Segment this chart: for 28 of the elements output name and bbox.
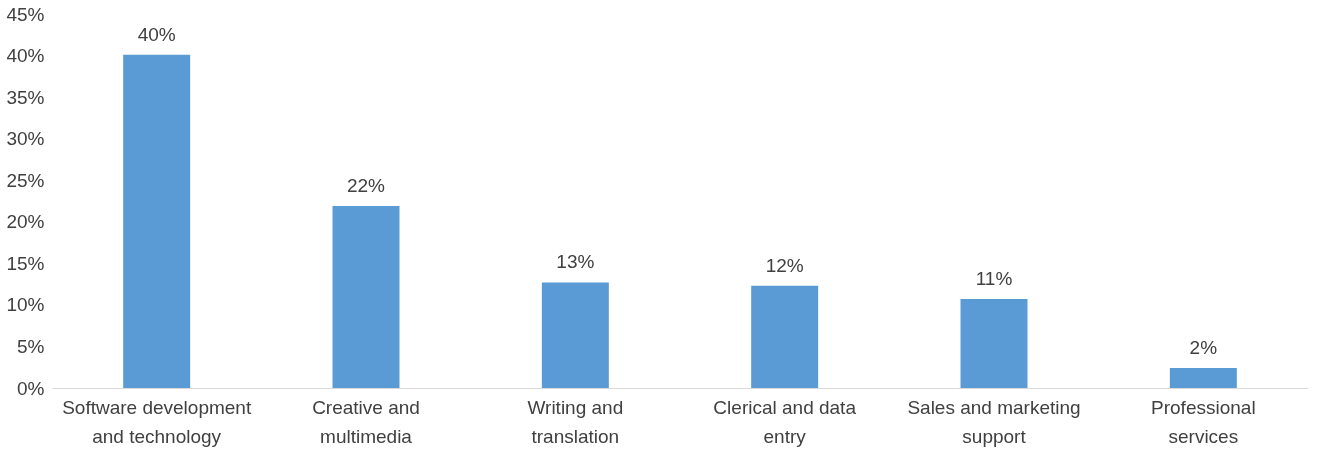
bar bbox=[332, 205, 400, 388]
y-tick-label: 0% bbox=[17, 377, 45, 399]
y-tick-label: 35% bbox=[6, 86, 45, 108]
data-label: 2% bbox=[1189, 337, 1218, 359]
y-tick-label: 45% bbox=[6, 3, 45, 25]
data-label: 40% bbox=[137, 23, 176, 45]
bar bbox=[123, 54, 191, 388]
y-tick-label: 5% bbox=[17, 335, 45, 357]
y-tick-label: 15% bbox=[6, 252, 45, 274]
y-tick-label: 25% bbox=[6, 169, 45, 191]
x-tick-label: Professional services bbox=[1151, 396, 1256, 447]
x-tick-label: Writing and translation bbox=[527, 396, 624, 447]
x-tick-label: Software development and technology bbox=[62, 396, 252, 447]
x-tick-label: Clerical and data entry bbox=[713, 396, 857, 447]
y-tick-label: 20% bbox=[6, 211, 45, 233]
x-tick-label: Sales and marketing support bbox=[907, 396, 1081, 447]
y-tick-label: 40% bbox=[6, 45, 45, 67]
bar bbox=[541, 282, 609, 388]
data-label: 12% bbox=[765, 254, 804, 276]
data-label: 11% bbox=[975, 268, 1013, 290]
y-tick-label: 10% bbox=[6, 294, 45, 316]
y-tick-label: 30% bbox=[6, 128, 45, 150]
bar bbox=[1169, 368, 1237, 388]
bar bbox=[960, 299, 1028, 388]
data-label: 13% bbox=[556, 251, 595, 273]
bar bbox=[751, 285, 819, 388]
x-tick-label: Creative and multimedia bbox=[312, 396, 420, 447]
data-label: 22% bbox=[346, 174, 386, 196]
